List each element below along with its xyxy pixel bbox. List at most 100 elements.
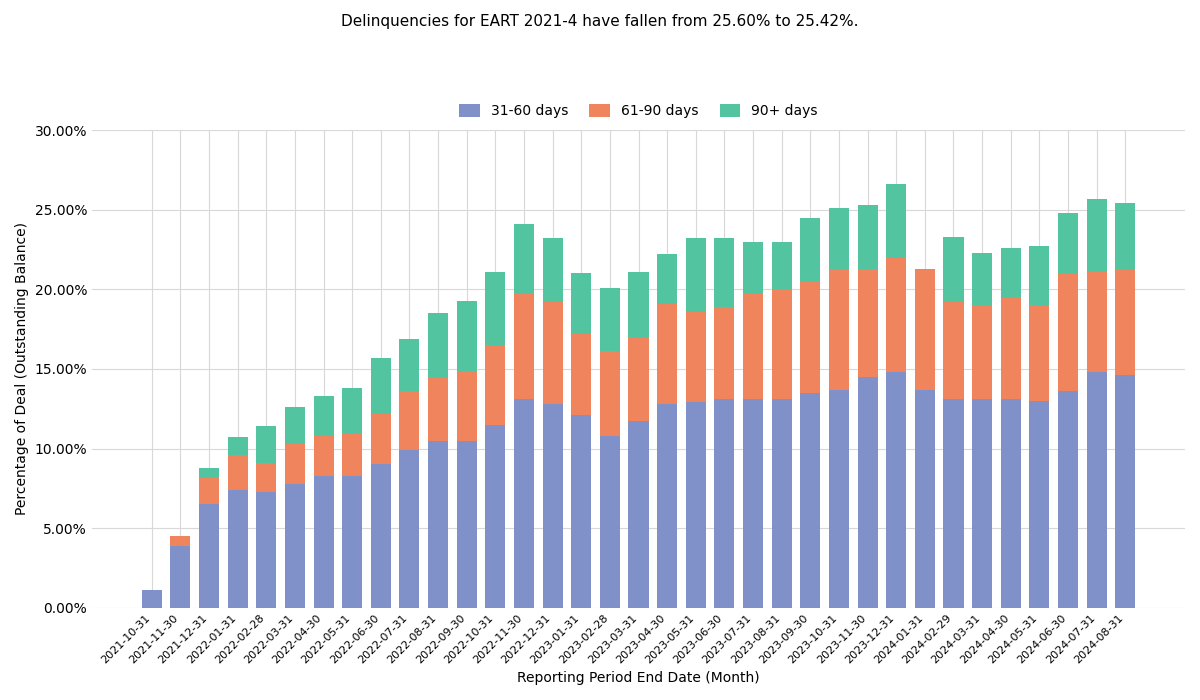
Bar bbox=[887, 184, 906, 258]
Bar bbox=[514, 293, 534, 399]
Bar bbox=[142, 590, 162, 608]
Bar bbox=[887, 258, 906, 372]
Bar bbox=[485, 425, 505, 608]
Bar bbox=[943, 237, 964, 302]
Bar bbox=[858, 205, 877, 269]
Bar bbox=[1058, 213, 1078, 274]
Bar bbox=[743, 293, 763, 399]
Bar bbox=[800, 218, 821, 281]
Bar bbox=[1001, 298, 1021, 399]
Bar bbox=[858, 377, 877, 608]
Bar bbox=[800, 393, 821, 608]
Bar bbox=[714, 307, 734, 399]
Bar bbox=[1058, 391, 1078, 608]
Bar bbox=[1115, 375, 1135, 608]
Bar bbox=[800, 281, 821, 393]
Bar bbox=[170, 545, 191, 608]
Bar bbox=[284, 444, 305, 484]
Bar bbox=[1001, 399, 1021, 608]
Bar bbox=[772, 399, 792, 608]
Bar bbox=[1087, 372, 1106, 608]
Bar bbox=[743, 241, 763, 293]
Bar bbox=[170, 536, 191, 545]
Bar bbox=[228, 438, 247, 455]
Bar bbox=[284, 484, 305, 608]
Bar bbox=[972, 399, 992, 608]
Bar bbox=[1115, 270, 1135, 375]
Bar bbox=[342, 475, 362, 608]
Bar bbox=[571, 334, 592, 415]
Bar bbox=[257, 426, 276, 463]
Bar bbox=[457, 300, 476, 372]
Bar bbox=[743, 399, 763, 608]
Bar bbox=[829, 208, 848, 269]
Bar bbox=[400, 339, 420, 391]
Bar bbox=[658, 254, 677, 304]
Bar bbox=[371, 465, 391, 608]
Bar bbox=[514, 399, 534, 608]
Bar bbox=[658, 404, 677, 608]
Bar bbox=[1030, 246, 1050, 305]
Bar bbox=[914, 270, 935, 390]
Bar bbox=[199, 477, 220, 504]
Bar bbox=[428, 377, 448, 440]
Bar bbox=[829, 269, 848, 390]
Bar bbox=[629, 272, 648, 337]
Bar bbox=[714, 399, 734, 608]
Bar bbox=[600, 436, 620, 608]
Bar bbox=[972, 305, 992, 399]
Bar bbox=[714, 239, 734, 307]
Bar bbox=[313, 475, 334, 608]
Bar bbox=[542, 302, 563, 404]
Bar bbox=[1087, 272, 1106, 372]
Bar bbox=[571, 274, 592, 334]
Bar bbox=[199, 504, 220, 608]
Bar bbox=[914, 390, 935, 608]
Bar bbox=[514, 224, 534, 293]
Bar bbox=[1030, 401, 1050, 608]
Bar bbox=[972, 253, 992, 305]
Bar bbox=[658, 304, 677, 404]
Text: Delinquencies for EART 2021-4 have fallen from 25.60% to 25.42%.: Delinquencies for EART 2021-4 have falle… bbox=[341, 14, 859, 29]
X-axis label: Reporting Period End Date (Month): Reporting Period End Date (Month) bbox=[517, 671, 760, 685]
Legend: 31-60 days, 61-90 days, 90+ days: 31-60 days, 61-90 days, 90+ days bbox=[454, 99, 823, 124]
Bar bbox=[943, 302, 964, 399]
Bar bbox=[199, 468, 220, 477]
Bar bbox=[313, 396, 334, 436]
Bar bbox=[284, 407, 305, 444]
Bar bbox=[600, 351, 620, 436]
Bar bbox=[1115, 204, 1135, 270]
Bar bbox=[1001, 248, 1021, 298]
Bar bbox=[457, 440, 476, 608]
Bar bbox=[829, 390, 848, 608]
Bar bbox=[457, 372, 476, 440]
Bar bbox=[371, 358, 391, 414]
Bar bbox=[943, 399, 964, 608]
Bar bbox=[428, 313, 448, 377]
Bar bbox=[228, 455, 247, 490]
Bar bbox=[542, 404, 563, 608]
Bar bbox=[685, 312, 706, 402]
Bar bbox=[257, 491, 276, 608]
Bar bbox=[400, 391, 420, 450]
Bar bbox=[685, 402, 706, 608]
Bar bbox=[629, 421, 648, 608]
Bar bbox=[629, 337, 648, 421]
Bar bbox=[400, 450, 420, 608]
Bar bbox=[342, 433, 362, 475]
Bar bbox=[371, 414, 391, 465]
Bar bbox=[1058, 274, 1078, 391]
Bar bbox=[228, 490, 247, 608]
Bar bbox=[542, 239, 563, 302]
Bar bbox=[428, 440, 448, 608]
Bar bbox=[571, 415, 592, 608]
Bar bbox=[1030, 305, 1050, 401]
Bar bbox=[257, 463, 276, 491]
Bar bbox=[313, 436, 334, 475]
Bar bbox=[342, 388, 362, 433]
Bar bbox=[1087, 199, 1106, 272]
Bar bbox=[485, 272, 505, 345]
Bar bbox=[772, 289, 792, 399]
Bar bbox=[485, 345, 505, 425]
Bar bbox=[858, 269, 877, 377]
